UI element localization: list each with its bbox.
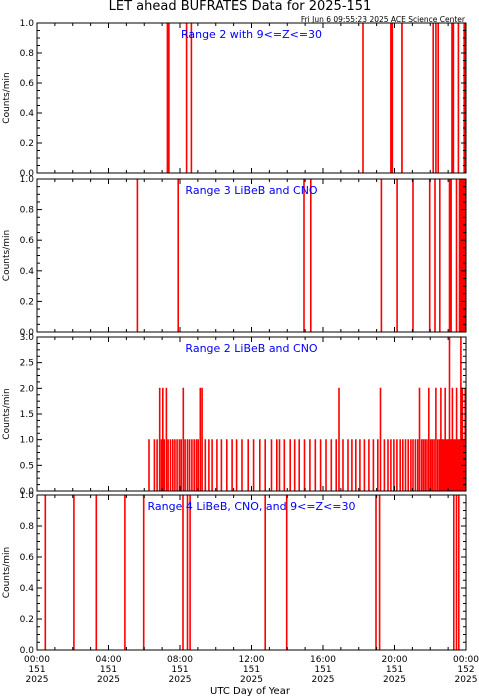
y-axis-title: Counts/min — [2, 72, 12, 123]
x-tick-doy: 151 — [171, 665, 188, 675]
x-tick-year: 2025 — [26, 675, 49, 685]
panel-label: Range 4 LiBeB, CNO, and 9<=Z<=30 — [147, 500, 355, 513]
y-tick-label: 0.4 — [20, 584, 35, 594]
x-tick-time: 04:00 — [96, 655, 122, 665]
y-tick-label: 0.8 — [20, 49, 35, 59]
y-axis-title: Counts/min — [2, 230, 12, 281]
x-tick-time: 00:00 — [24, 655, 50, 665]
y-tick-label: 0.8 — [20, 522, 35, 532]
x-tick-doy: 152 — [457, 665, 474, 675]
x-axis: 00:00151202504:00151202508:00151202512:0… — [24, 655, 479, 685]
y-tick-label: 0.6 — [20, 236, 35, 246]
y-tick-label: 0.0 — [20, 487, 35, 497]
panel-label: Range 2 LiBeB and CNO — [185, 342, 317, 355]
y-tick-label: 0.2 — [20, 615, 34, 625]
y-tick-label: 0.8 — [20, 206, 35, 216]
y-tick-label: 3.0 — [20, 333, 35, 343]
x-tick-doy: 151 — [243, 665, 260, 675]
chart-timestamp: Fri Jun 6 09:55:23 2025 ACE Science Cent… — [301, 15, 466, 24]
chart-title: LET ahead BUFRATES Data for 2025-151 — [109, 0, 372, 14]
x-tick-doy: 151 — [386, 665, 403, 675]
y-tick-label: 2.5 — [20, 359, 34, 369]
y-tick-label: 1.0 — [20, 175, 35, 185]
x-tick-year: 2025 — [383, 675, 406, 685]
panel-3: 0.0 0.5 1.0 1.5 2.0 2.5 3.0 Range 2 LiBeB and C… — [2, 333, 467, 497]
y-tick-label: 1.5 — [20, 410, 34, 420]
x-tick-year: 2025 — [169, 675, 192, 685]
panel-4: 0.0 0.2 0.4 0.6 0.8 1.0 Range 4 LiBeB, CNO, an… — [2, 491, 467, 656]
y-tick-label: 0.4 — [20, 109, 35, 119]
x-tick-doy: 151 — [28, 665, 45, 675]
y-tick-label: 1.0 — [20, 491, 35, 501]
y-tick-label: 1.0 — [20, 436, 35, 446]
panel-2: 0.0 0.2 0.4 0.6 0.8 1.0 Range 3 LiBeB and CNO C… — [2, 175, 467, 338]
panel-label: Range 2 with 9<=Z<=30 — [181, 28, 322, 41]
x-tick-time: 00:00 — [453, 655, 479, 665]
y-tick-label: 0.6 — [20, 79, 35, 89]
y-tick-label: 2.0 — [20, 384, 35, 394]
y-tick-label: 1.0 — [20, 19, 35, 29]
x-tick-doy: 151 — [100, 665, 117, 675]
y-tick-label: 0.2 — [20, 139, 34, 149]
x-tick-time: 12:00 — [239, 655, 265, 665]
x-tick-doy: 151 — [314, 665, 331, 675]
y-axis-title: Counts/min — [2, 388, 12, 439]
y-tick-label: 0.2 — [20, 297, 34, 307]
x-tick-year: 2025 — [97, 675, 120, 685]
x-axis-title: UTC Day of Year — [210, 686, 291, 697]
y-tick-label: 0.0 — [20, 328, 35, 338]
y-tick-label: 0.0 — [20, 169, 35, 179]
y-tick-label: 0.6 — [20, 553, 35, 563]
y-tick-label: 0.5 — [20, 461, 34, 471]
y-tick-label: 0.4 — [20, 267, 35, 277]
x-tick-year: 2025 — [240, 675, 263, 685]
chart-panels: 0.0 0.2 0.4 0.6 0.8 1.0 Range 2 with 9<=Z<=30 C… — [2, 19, 467, 656]
x-tick-time: 08:00 — [167, 655, 193, 665]
y-axis-title: Counts/min — [2, 547, 12, 598]
x-tick-time: 20:00 — [382, 655, 408, 665]
x-tick-year: 2025 — [455, 675, 478, 685]
panel-label: Range 3 LiBeB and CNO — [185, 184, 317, 197]
x-tick-time: 16:00 — [310, 655, 336, 665]
x-tick-year: 2025 — [312, 675, 335, 685]
panel-1: 0.0 0.2 0.4 0.6 0.8 1.0 Range 2 with 9<=Z<=30 C… — [2, 19, 467, 179]
y-tick-label: 0.0 — [20, 646, 35, 656]
